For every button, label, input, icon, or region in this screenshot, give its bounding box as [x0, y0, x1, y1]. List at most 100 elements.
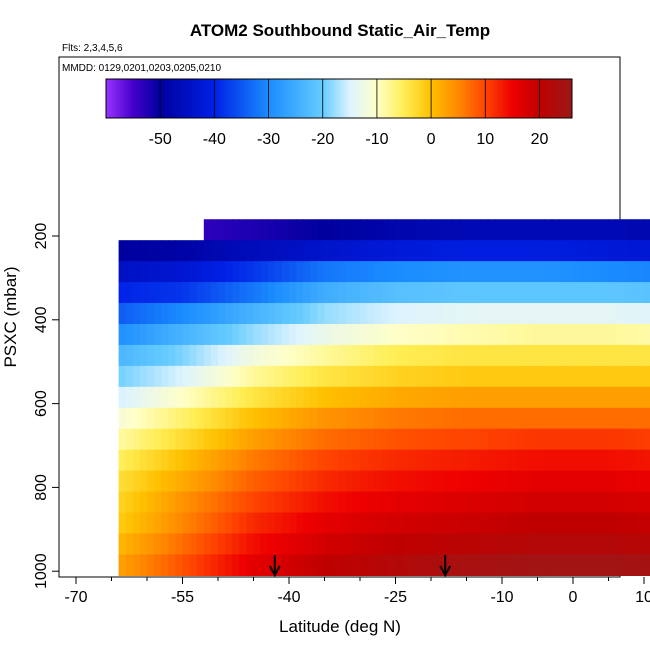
- heatmap-cell: [558, 407, 567, 430]
- heatmap-cell: [402, 428, 411, 451]
- heatmap-cell: [324, 407, 333, 430]
- heatmap-cell: [161, 428, 169, 451]
- heatmap-cell: [352, 512, 361, 535]
- heatmap-cell: [281, 344, 290, 367]
- heatmap-cell: [551, 303, 560, 325]
- heatmap-cell: [310, 303, 318, 325]
- heatmap-cell: [267, 282, 276, 304]
- heatmap-cell: [587, 428, 595, 451]
- heatmap-cell: [644, 261, 650, 283]
- heatmap-cell: [530, 323, 539, 346]
- heatmap-cell: [473, 282, 482, 304]
- heatmap-cell: [352, 219, 361, 241]
- heatmap-cell: [565, 240, 574, 262]
- heatmap-cell: [182, 261, 191, 283]
- heatmap-cell: [289, 323, 297, 346]
- heatmap-cell: [374, 344, 382, 367]
- heatmap-cell: [459, 491, 468, 514]
- heatmap-cell: [544, 407, 553, 430]
- heatmap-cell: [466, 428, 475, 451]
- heatmap-cell: [203, 407, 212, 430]
- heatmap-cell: [274, 219, 283, 241]
- heatmap-cell: [530, 261, 539, 283]
- heatmap-cell: [487, 303, 496, 325]
- heatmap-cell: [480, 261, 489, 283]
- heatmap-cell: [409, 386, 418, 409]
- heatmap-cell: [267, 533, 276, 556]
- heatmap-cell: [381, 533, 389, 556]
- heatmap-cell: [480, 428, 489, 451]
- heatmap-cell: [580, 282, 588, 304]
- heatmap-cell: [516, 323, 524, 346]
- heatmap-cell: [445, 554, 453, 576]
- heatmap-cell: [466, 323, 475, 346]
- heatmap-cell: [196, 449, 205, 472]
- heatmap-cell: [438, 533, 446, 556]
- heatmap-cell: [565, 365, 574, 388]
- y-axis-label: PSXC (mbar): [1, 266, 20, 367]
- heatmap-cell: [487, 470, 496, 493]
- heatmap-cell: [125, 303, 134, 325]
- heatmap-cell: [281, 407, 290, 430]
- heatmap-cell: [203, 386, 212, 409]
- heatmap-cell: [225, 407, 233, 430]
- heatmap-cell: [374, 491, 382, 514]
- heatmap-cell: [516, 303, 524, 325]
- heatmap-cell: [445, 407, 453, 430]
- heatmap-cell: [324, 282, 333, 304]
- heatmap-cell: [189, 449, 198, 472]
- heatmap-cell: [466, 344, 475, 367]
- heatmap-cell: [338, 407, 347, 430]
- heatmap-cell: [530, 365, 539, 388]
- heatmap-cell: [210, 449, 219, 472]
- heatmap-cell: [260, 428, 269, 451]
- heatmap-cell: [494, 512, 503, 535]
- heatmap-cell: [331, 240, 340, 262]
- heatmap-cell: [601, 533, 610, 556]
- heatmap-cell: [452, 554, 460, 576]
- heatmap-cell: [317, 512, 326, 535]
- heatmap-cell: [125, 533, 134, 556]
- heatmap-cell: [502, 219, 510, 241]
- heatmap-cell: [360, 365, 368, 388]
- heatmap-cell: [161, 533, 169, 556]
- heatmap-cell: [147, 386, 155, 409]
- heatmap-cell: [402, 407, 411, 430]
- heatmap-cell: [509, 533, 517, 556]
- heatmap-cell: [431, 554, 439, 576]
- heatmap-cell: [154, 554, 162, 576]
- heatmap-cell: [601, 261, 610, 283]
- heatmap-cell: [388, 344, 397, 367]
- heatmap-cell: [154, 533, 162, 556]
- heatmap-cell: [274, 407, 283, 430]
- heatmap-cell: [154, 470, 162, 493]
- heatmap-cell: [310, 323, 318, 346]
- heatmap-cell: [147, 512, 155, 535]
- heatmap-cell: [260, 303, 269, 325]
- heatmap-cell: [232, 303, 240, 325]
- heatmap-cell: [629, 282, 638, 304]
- heatmap-cell: [289, 219, 297, 241]
- heatmap-cell: [168, 470, 176, 493]
- heatmap-cell: [544, 554, 553, 576]
- heatmap-cell: [182, 282, 191, 304]
- heatmap-cell: [644, 303, 650, 325]
- heatmap-cell: [253, 365, 262, 388]
- heatmap-cell: [409, 303, 418, 325]
- heatmap-cell: [573, 470, 581, 493]
- heatmap-cell: [281, 323, 290, 346]
- heatmap-cell: [473, 261, 482, 283]
- heatmap-cell: [132, 554, 141, 576]
- heatmap-cell: [253, 533, 262, 556]
- heatmap-cell: [644, 240, 650, 262]
- heatmap-cell: [459, 512, 468, 535]
- heatmap-cell: [352, 428, 361, 451]
- heatmap-cell: [452, 470, 460, 493]
- heatmap-cell: [203, 533, 212, 556]
- heatmap-cell: [147, 344, 155, 367]
- heatmap-cell: [494, 303, 503, 325]
- heatmap-cell: [636, 323, 645, 346]
- heatmap-cell: [565, 428, 574, 451]
- heatmap-cell: [267, 470, 276, 493]
- heatmap-cell: [594, 533, 602, 556]
